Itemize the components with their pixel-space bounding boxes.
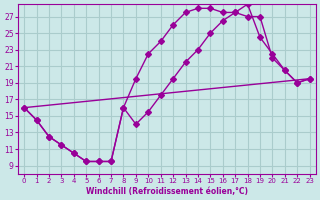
X-axis label: Windchill (Refroidissement éolien,°C): Windchill (Refroidissement éolien,°C) (86, 187, 248, 196)
